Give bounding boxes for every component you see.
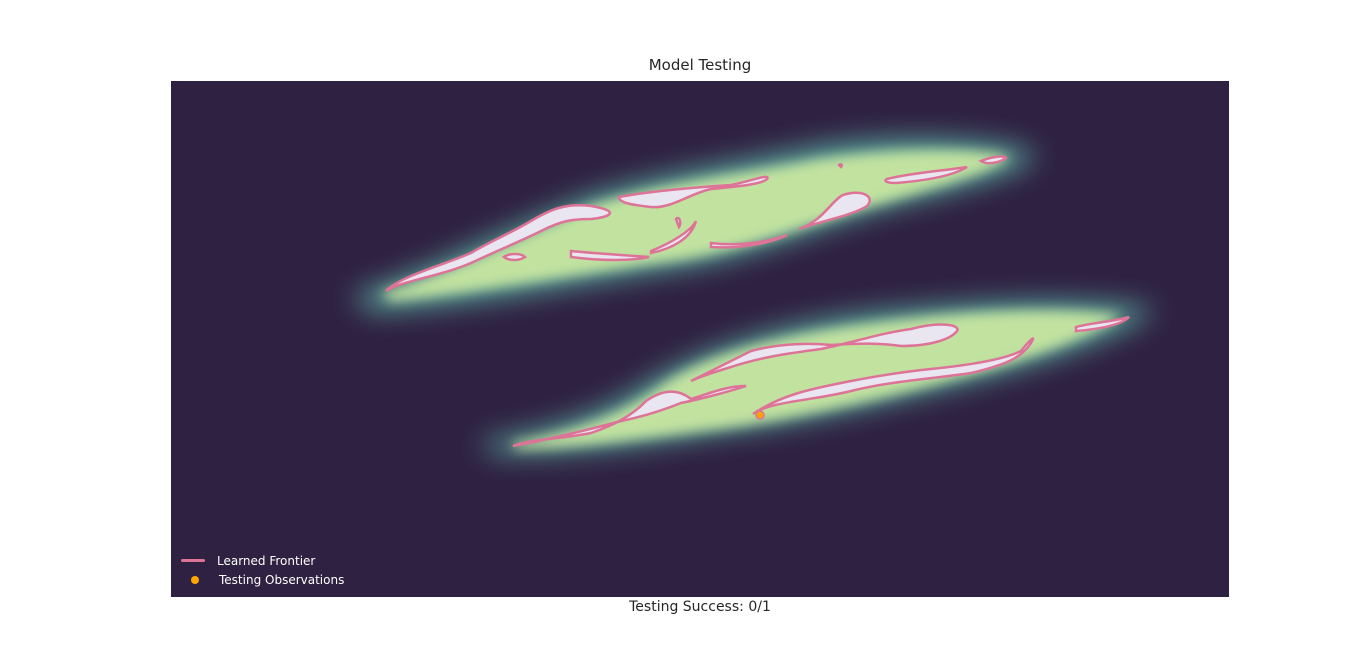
frontier-upper-2 [501,252,527,262]
legend-line-marker [181,559,205,562]
frontier-upper-dot1 [837,162,844,169]
density-lower [481,301,1156,454]
frontier-upper-4 [649,220,698,255]
frontier-upper-8 [978,155,1008,165]
frontier-upper-main [385,204,611,293]
learned-frontier [385,155,1130,448]
legend-dot-marker [191,575,199,584]
frontier-lower-3 [690,323,959,383]
legend-label-observations: Testing Observations [219,572,345,587]
legend-item-frontier: Learned Frontier [181,551,344,570]
density-lower-inner [511,310,1121,449]
chart-title: Model Testing [648,56,752,74]
testing-observation-point [755,410,765,420]
frontier-lower-2 [752,337,1035,416]
frontier-upper-1 [569,249,650,262]
frontier-upper-6 [798,191,871,231]
x-axis-label: Testing Success: 0/1 [629,599,771,615]
frontier-upper-dot2 [674,216,682,230]
density-plot [171,81,1229,597]
plot-area: Learned Frontier Testing Observations [171,81,1229,597]
frontier-lower-main [512,384,747,448]
legend: Learned Frontier Testing Observations [181,551,344,589]
frontier-upper-3 [617,175,769,209]
legend-label-frontier: Learned Frontier [217,553,316,568]
frontier-upper-7 [884,165,968,185]
frontier-upper-5 [709,233,788,249]
density-upper-inner [381,150,1011,301]
frontier-lower-4 [1074,315,1130,333]
legend-item-observations: Testing Observations [181,570,344,589]
